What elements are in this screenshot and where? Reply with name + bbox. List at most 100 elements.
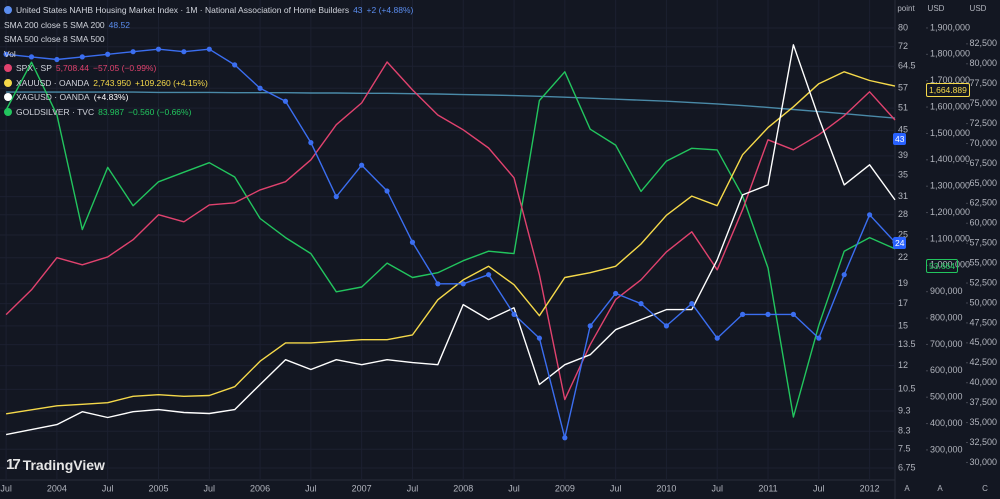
y-tick-label: 19 — [898, 278, 908, 288]
y-tick-label: 12 — [898, 360, 908, 370]
series-marker — [282, 98, 289, 104]
y-tick-label: 7.5 — [898, 444, 911, 454]
y3-tick-label: 57,500 — [969, 238, 997, 248]
y-tick-label: 57 — [898, 83, 908, 93]
y2-tick-label: 900,000 — [930, 286, 963, 296]
series-marker — [714, 335, 720, 341]
legend-value: 83.987 — [98, 106, 125, 117]
x-tick-label: Jul — [0, 483, 12, 493]
legend-row: XAUUSD · OANDA 2,743.950 +109.260 (+4.15%) — [4, 76, 413, 91]
y3-tick-label: 82,500 — [969, 38, 997, 48]
x-tick-label: 2004 — [47, 483, 67, 493]
price-label: 53.664 — [926, 259, 958, 273]
y-tick-label: 80 — [898, 22, 908, 32]
y-tick-label: 51 — [898, 102, 908, 112]
y2-tick-label: 700,000 — [930, 339, 963, 349]
legend-value: +109.260 (+4.15%) — [135, 77, 208, 88]
series-marker — [206, 46, 212, 52]
x-tick-label: Jul — [204, 483, 216, 493]
series-line — [5, 61, 896, 418]
y3-tick-label: 42,500 — [969, 357, 997, 367]
legend-value: −57.05 (−0.99%) — [93, 63, 157, 73]
legend-label: XAUUSD · OANDA — [16, 77, 90, 88]
x-tick-label: 2008 — [453, 483, 473, 493]
series-line — [6, 48, 896, 439]
x-tick-label: Jul — [508, 483, 520, 493]
legend-icon — [4, 78, 12, 87]
y-tick-label: 15 — [898, 320, 908, 330]
legend-icon — [4, 6, 12, 15]
series-marker — [740, 311, 746, 317]
axis-header: USD — [970, 4, 987, 13]
legend-row: GOLDSILVER · TVC 83.987 −0.560 (−0.66%) — [4, 105, 413, 120]
y-tick-label: 25 — [898, 229, 908, 239]
x-tick-label: Jul — [711, 483, 723, 493]
y-tick-label: 35 — [898, 169, 908, 179]
y2-tick-label: 1,800,000 — [930, 49, 970, 59]
series-marker — [359, 162, 365, 168]
y2-tick-label: 1,000,000 — [930, 260, 970, 270]
series-marker — [181, 49, 187, 55]
y3-tick-label: 62,500 — [969, 198, 997, 208]
y-tick-label: 6.75 — [898, 462, 916, 472]
y3-tick-label: 30,000 — [969, 457, 997, 467]
legend-row: SPX · SP 5,708.44 −57.05 (−0.99%) — [4, 61, 413, 76]
series-marker — [511, 311, 517, 317]
y3-tick-label: 52,500 — [969, 277, 997, 287]
y2-tick-label: 300,000 — [930, 444, 963, 454]
legend-label: SMA 200 close 5 SMA 200 — [4, 19, 105, 30]
y2-tick-label: 1,700,000 — [930, 75, 970, 85]
y3-tick-label: 80,000 — [969, 58, 997, 68]
series-marker — [105, 51, 111, 57]
legend-label: SMA 500 close 8 SMA 500 — [4, 34, 105, 44]
series-marker — [435, 281, 441, 287]
y2-tick-label: 1,900,000 — [930, 22, 970, 32]
series-marker — [765, 311, 771, 317]
y2-tick-label: 1,100,000 — [930, 233, 970, 243]
y3-tick-label: 45,000 — [969, 337, 997, 347]
y3-tick-label: 65,000 — [969, 178, 997, 188]
y-tick-label: 39 — [898, 150, 908, 160]
logo-mark: 17 — [6, 456, 21, 473]
x-tick-label: Jul — [813, 483, 825, 493]
series-marker — [613, 290, 619, 297]
y3-tick-label: 32,500 — [969, 437, 997, 447]
y2-tick-label: 1,400,000 — [930, 154, 970, 164]
y-tick-label: 9.3 — [898, 405, 911, 415]
axis-header: USD — [928, 4, 945, 13]
series-marker — [638, 301, 644, 307]
series-marker — [232, 62, 238, 68]
axis-header: point — [897, 4, 915, 13]
y-tick-label: 22 — [898, 252, 908, 262]
y3-tick-label: 37,500 — [969, 397, 997, 407]
series-marker — [257, 85, 263, 91]
legend-row: United States NAHB Housing Market Index … — [4, 3, 413, 18]
y-tick-label: 17 — [898, 298, 908, 308]
legend-icon — [4, 93, 12, 102]
series-line — [5, 61, 896, 401]
legend-value: 43 — [353, 5, 363, 15]
y2-tick-label: 500,000 — [930, 392, 963, 402]
y-tick-label: 13.5 — [898, 339, 916, 349]
legend-label: GOLDSILVER · TVC — [16, 106, 95, 117]
y3-tick-label: 35,000 — [969, 417, 997, 427]
price-label: 24 — [893, 237, 907, 249]
legend-row: XAGUSD · OANDA (+4.83%) — [4, 90, 413, 105]
legend-label: XAGUSD · OANDA — [16, 92, 90, 102]
x-tick-label: 2010 — [656, 483, 676, 493]
series-marker — [816, 335, 822, 341]
series-marker — [409, 239, 416, 245]
y2-tick-label: 1,200,000 — [930, 207, 970, 217]
legend-label: United States NAHB Housing Market Index … — [16, 5, 350, 15]
series-marker — [384, 188, 390, 194]
x-tick-label: 2011 — [758, 483, 777, 493]
series-marker — [663, 323, 670, 329]
y2-tick-label: 800,000 — [930, 312, 963, 322]
y-tick-label: 31 — [898, 191, 908, 201]
y2-tick-label: 400,000 — [930, 418, 963, 428]
series-marker — [308, 140, 314, 146]
axis-footer: A — [904, 484, 910, 493]
series-marker — [460, 281, 466, 287]
x-tick-label: 2009 — [555, 483, 575, 493]
